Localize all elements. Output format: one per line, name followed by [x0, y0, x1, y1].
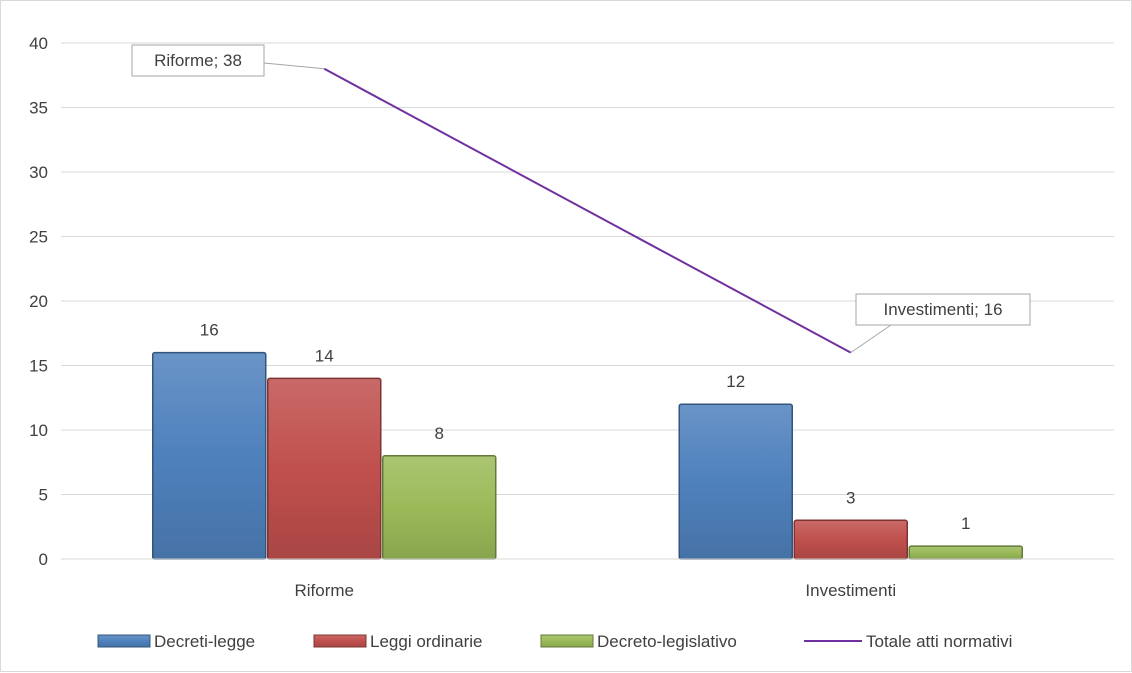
- legend-swatch: [313, 634, 367, 648]
- legend-swatch: [97, 634, 151, 648]
- bar-data-label: 3: [846, 488, 855, 507]
- legend-entry[interactable]: Decreti-legge: [97, 632, 255, 651]
- total-line-path: [323, 67, 852, 354]
- legend-swatch: [540, 634, 594, 648]
- bar: [678, 403, 793, 560]
- legend-label: Leggi ordinarie: [370, 632, 482, 651]
- bar-data-label: 1: [961, 514, 970, 533]
- bar: [152, 351, 267, 560]
- bar: [267, 377, 382, 560]
- y-tick-label: 30: [29, 163, 48, 182]
- legend-label: Decreto-legislativo: [597, 632, 737, 651]
- total-line: [323, 67, 852, 354]
- bar-data-labels: 16 14 8 12 3 1: [200, 321, 971, 533]
- y-tick-label: 5: [39, 486, 48, 505]
- legend[interactable]: Decreti-legge Leggi ordinarie Decreto-legi…: [97, 632, 1012, 651]
- y-tick-label: 40: [29, 34, 48, 53]
- y-tick-label: 15: [29, 357, 48, 376]
- bar: [908, 545, 1023, 560]
- callout-box: [855, 293, 1031, 326]
- category-labels: Riforme Investimenti: [294, 581, 896, 600]
- callouts: Riforme; 38 Investimenti; 16: [131, 44, 1031, 354]
- y-tick-label: 35: [29, 99, 48, 118]
- callout-label: Investimenti; 16: [883, 300, 1002, 319]
- bar-data-label: 12: [726, 372, 745, 391]
- bar: [793, 519, 908, 560]
- callout-leader: [263, 62, 325, 70]
- callout-leader: [850, 324, 892, 354]
- bar: [382, 455, 497, 560]
- bar-data-label: 14: [315, 346, 334, 365]
- y-tick-label: 20: [29, 292, 48, 311]
- bar-data-label: 16: [200, 321, 219, 340]
- legend-entry[interactable]: Leggi ordinarie: [313, 632, 482, 651]
- callout-box: [131, 44, 265, 77]
- bar-data-label: 8: [435, 424, 444, 443]
- legend-label: Totale atti normativi: [866, 632, 1012, 651]
- y-tick-label: 25: [29, 228, 48, 247]
- bars: [152, 351, 1023, 560]
- callout-label: Riforme; 38: [154, 51, 242, 70]
- legend-label: Decreti-legge: [154, 632, 255, 651]
- category-label: Riforme: [294, 581, 354, 600]
- y-tick-label: 0: [39, 550, 48, 569]
- y-axis-ticks: 0 5 10 15 20 25 30 35 40: [29, 34, 48, 569]
- category-label: Investimenti: [805, 581, 896, 600]
- legend-entry[interactable]: Totale atti normativi: [804, 632, 1012, 651]
- y-tick-label: 10: [29, 421, 48, 440]
- legend-entry[interactable]: Decreto-legislativo: [540, 632, 737, 651]
